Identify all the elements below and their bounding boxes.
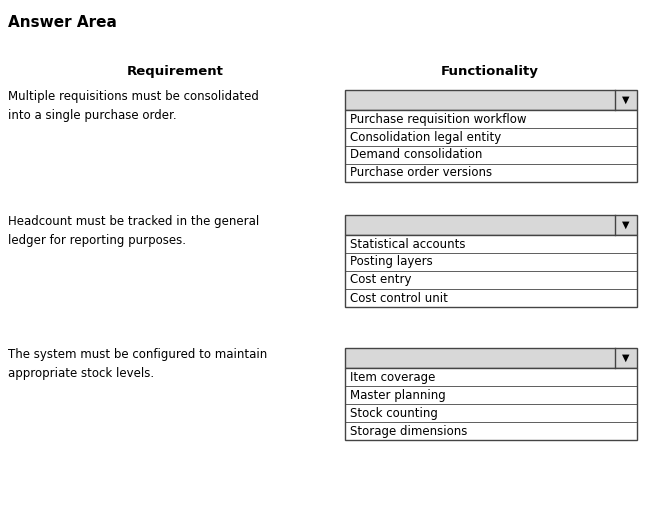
Text: Demand consolidation: Demand consolidation [350, 148, 482, 161]
FancyBboxPatch shape [345, 235, 637, 307]
Text: Statistical accounts: Statistical accounts [350, 238, 466, 250]
Text: Master planning: Master planning [350, 389, 446, 401]
Text: Purchase order versions: Purchase order versions [350, 167, 492, 179]
FancyBboxPatch shape [345, 348, 637, 368]
Text: Storage dimensions: Storage dimensions [350, 424, 467, 438]
Text: ▼: ▼ [622, 220, 630, 230]
FancyBboxPatch shape [345, 215, 637, 235]
Text: Stock counting: Stock counting [350, 407, 438, 420]
Text: ▼: ▼ [622, 353, 630, 363]
Text: ▼: ▼ [622, 95, 630, 105]
Text: Posting layers: Posting layers [350, 256, 433, 268]
Text: The system must be configured to maintain
appropriate stock levels.: The system must be configured to maintai… [8, 348, 267, 380]
Text: Answer Area: Answer Area [8, 15, 117, 30]
Text: Requirement: Requirement [126, 65, 224, 78]
Text: Purchase requisition workflow: Purchase requisition workflow [350, 113, 527, 126]
FancyBboxPatch shape [345, 110, 637, 182]
Text: Cost entry: Cost entry [350, 274, 411, 287]
Text: Functionality: Functionality [441, 65, 539, 78]
FancyBboxPatch shape [345, 90, 637, 110]
Text: Consolidation legal entity: Consolidation legal entity [350, 130, 501, 144]
Text: Cost control unit: Cost control unit [350, 291, 448, 305]
Text: Item coverage: Item coverage [350, 370, 436, 383]
Text: Multiple requisitions must be consolidated
into a single purchase order.: Multiple requisitions must be consolidat… [8, 90, 259, 122]
Text: Headcount must be tracked in the general
ledger for reporting purposes.: Headcount must be tracked in the general… [8, 215, 259, 247]
FancyBboxPatch shape [345, 368, 637, 440]
